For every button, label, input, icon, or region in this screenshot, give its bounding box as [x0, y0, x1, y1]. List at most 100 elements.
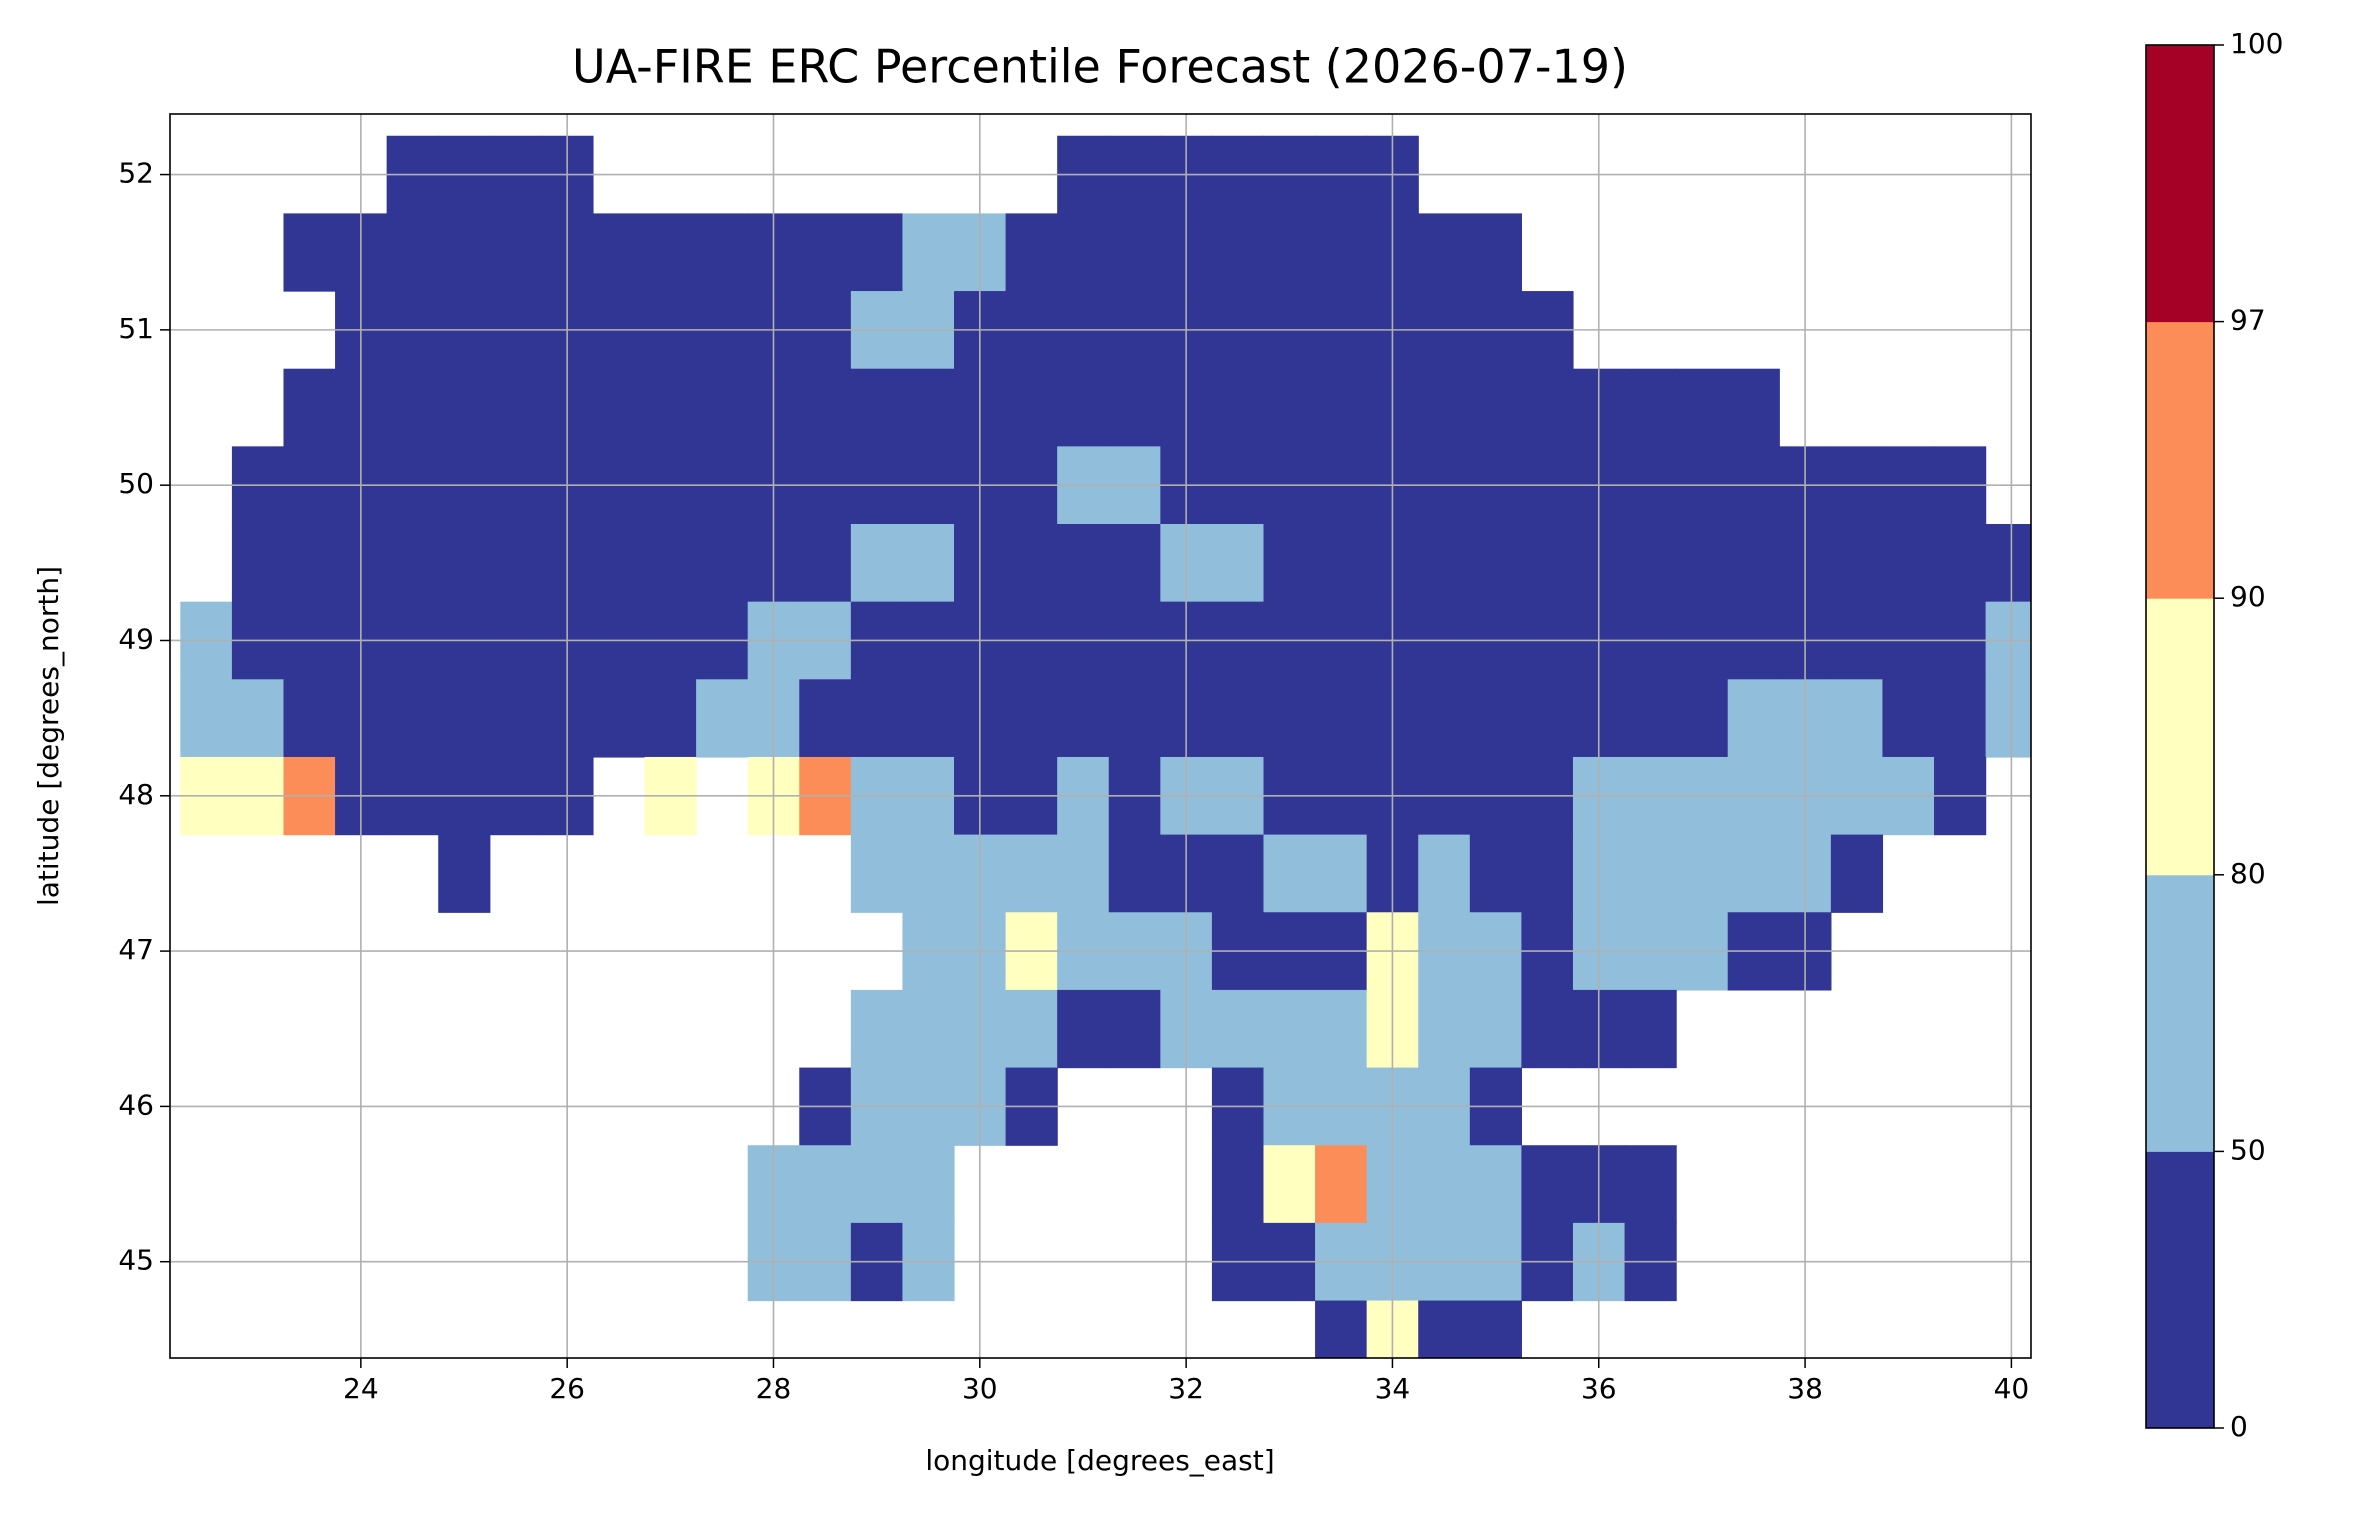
y-tick-label: 45: [118, 1244, 154, 1277]
raster-cell: [1830, 524, 1884, 603]
raster-cell: [1263, 368, 1316, 447]
raster-cell: [902, 368, 955, 447]
raster-cell: [1624, 989, 1677, 1069]
raster-cell: [386, 679, 439, 758]
raster-cell: [1521, 1145, 1574, 1224]
raster-cell: [1521, 989, 1574, 1069]
raster-cell: [438, 834, 491, 913]
raster-cell: [1676, 679, 1729, 758]
raster-cell: [231, 524, 285, 603]
raster-cell: [1263, 213, 1316, 292]
raster-cell: [1211, 1145, 1265, 1224]
raster-cell: [1108, 989, 1161, 1069]
raster-cell: [696, 368, 749, 447]
raster-cell: [850, 834, 904, 913]
raster-cell: [1418, 1145, 1471, 1224]
chart-title: UA-FIRE ERC Percentile Forecast (2026-07…: [572, 40, 1628, 94]
raster-cell: [1727, 368, 1780, 447]
raster-cell: [1263, 834, 1316, 913]
raster-cell: [1418, 679, 1471, 758]
y-tick-label: 52: [118, 157, 154, 190]
x-tick-label: 32: [1168, 1372, 1204, 1405]
raster-cell: [1057, 213, 1110, 292]
y-tick-label: 50: [118, 467, 154, 500]
raster-cell: [799, 679, 852, 758]
raster-cell: [1469, 1300, 1522, 1358]
raster-cell: [902, 834, 955, 913]
raster-cell: [283, 679, 336, 758]
raster-cell: [1727, 524, 1780, 603]
raster-cell: [1727, 834, 1780, 913]
raster-cell: [1469, 213, 1522, 292]
raster-cell: [850, 989, 904, 1069]
x-tick-label: 38: [1787, 1372, 1823, 1405]
raster-cell: [1057, 368, 1110, 447]
raster-cell: [644, 524, 697, 603]
raster-cell: [902, 679, 955, 758]
raster-cell: [386, 213, 439, 292]
raster-cell: [1624, 834, 1677, 913]
raster-cell: [1005, 213, 1058, 292]
x-axis-label: longitude [degrees_east]: [925, 1444, 1274, 1477]
x-tick-label: 40: [1994, 1372, 2030, 1405]
raster-cell: [1418, 213, 1471, 292]
colorbar-tick-label: 90: [2230, 580, 2266, 613]
raster-cell: [386, 524, 439, 603]
raster-cell: [1521, 524, 1574, 603]
raster-cell: [850, 368, 904, 447]
y-tick-label: 46: [118, 1088, 154, 1121]
raster-cell: [1469, 834, 1522, 913]
raster-cell: [1315, 834, 1368, 913]
raster-cell: [1521, 834, 1574, 913]
raster-cell: [592, 368, 646, 447]
x-tick-label: 24: [343, 1372, 379, 1405]
raster-cell: [1315, 1300, 1368, 1358]
raster-cell: [1211, 524, 1265, 603]
raster-cell: [1263, 679, 1316, 758]
raster-cell: [644, 679, 697, 758]
raster-cell: [180, 679, 233, 758]
raster-cell: [438, 368, 491, 447]
raster-cell: [1108, 524, 1161, 603]
raster-cell: [283, 524, 336, 603]
raster-cell: [1882, 679, 1935, 758]
raster-cell: [1624, 524, 1677, 603]
raster-cell: [696, 524, 749, 603]
raster-cell: [1005, 368, 1058, 447]
raster-cell: [1985, 679, 2031, 758]
raster-cell: [438, 679, 491, 758]
colorbar-frame: [2145, 44, 2215, 1429]
raster-cell: [592, 213, 646, 292]
x-tick-label: 28: [756, 1372, 792, 1405]
raster-cell: [1057, 989, 1110, 1069]
raster-cell: [1830, 834, 1884, 913]
raster-cell: [1005, 679, 1058, 758]
raster: [180, 135, 2031, 1358]
raster-cell: [1934, 524, 1987, 603]
raster-cell: [644, 213, 697, 292]
raster-cell: [850, 679, 904, 758]
raster-cell: [1418, 1300, 1471, 1358]
raster-cell: [1521, 368, 1574, 447]
raster-cell: [1315, 368, 1368, 447]
raster-cell: [1057, 834, 1110, 913]
raster-cell: [1315, 1145, 1368, 1224]
raster-cell: [1521, 679, 1574, 758]
raster-cell: [1108, 834, 1161, 913]
raster-cell: [799, 368, 852, 447]
raster-cell: [489, 524, 542, 603]
raster-cell: [1469, 368, 1522, 447]
raster-cell: [1315, 679, 1368, 758]
raster-cell: [386, 368, 439, 447]
x-tick-label: 26: [549, 1372, 585, 1405]
raster-cell: [1315, 213, 1368, 292]
raster-cell: [1211, 989, 1265, 1069]
raster-cell: [696, 213, 749, 292]
raster-cell: [1676, 834, 1729, 913]
raster-cell: [644, 368, 697, 447]
x-tick-label: 34: [1375, 1372, 1411, 1405]
raster-cell: [850, 1145, 904, 1224]
raster-cell: [438, 213, 491, 292]
colorbar-segment: [2146, 321, 2214, 599]
